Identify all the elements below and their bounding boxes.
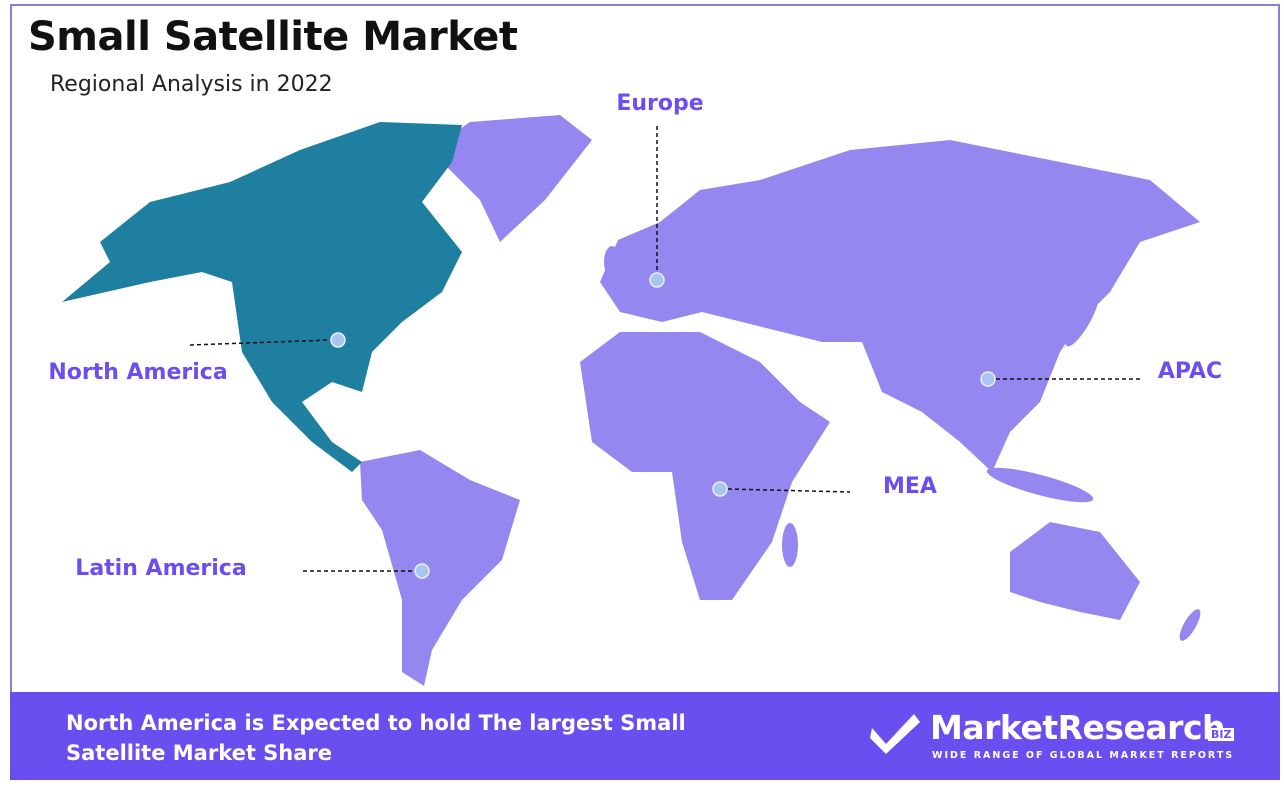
indonesia	[986, 467, 1094, 503]
uk	[604, 246, 620, 278]
callouts: North America Europe APAC MEA Latin America	[48, 91, 1222, 581]
footer: North America is Expected to hold The la…	[10, 692, 1280, 780]
new-zealand	[1179, 609, 1201, 641]
title: Small Satellite Market	[28, 14, 518, 60]
region-dot	[414, 563, 430, 579]
logo-tagline: WIDE RANGE OF GLOBAL MARKET REPORTS	[932, 750, 1235, 761]
logo-check-inner	[880, 718, 906, 739]
greenland	[430, 115, 592, 242]
north-america	[62, 122, 462, 472]
leader-line	[727, 488, 851, 493]
region-dot	[712, 481, 728, 497]
logo-check	[870, 714, 920, 754]
region-label: MEA	[883, 474, 937, 499]
region-label: Europe	[616, 91, 703, 116]
other-regions	[360, 115, 1201, 686]
japan	[1065, 293, 1099, 347]
leader-line	[189, 339, 331, 346]
footer-text: North America is Expected to hold The la…	[66, 711, 686, 765]
madagascar	[782, 523, 798, 567]
region-dot	[649, 272, 665, 288]
logo-badge: BIZ	[1208, 728, 1235, 741]
south-america	[360, 450, 520, 686]
region-label: North America	[48, 360, 227, 385]
africa	[580, 332, 830, 600]
world-map: North America Europe APAC MEA Latin America	[48, 91, 1222, 686]
region-label: Latin America	[75, 556, 246, 581]
eurasia	[600, 140, 1200, 472]
region-dot	[980, 371, 996, 387]
frame	[10, 4, 1280, 694]
logo-name: MarketResearch	[930, 708, 1226, 747]
region-dot	[330, 332, 346, 348]
australia	[1010, 522, 1140, 620]
north-america-region	[62, 122, 462, 472]
subtitle: Regional Analysis in 2022	[50, 72, 333, 97]
region-label: APAC	[1158, 359, 1222, 384]
logo-icon	[870, 714, 920, 754]
